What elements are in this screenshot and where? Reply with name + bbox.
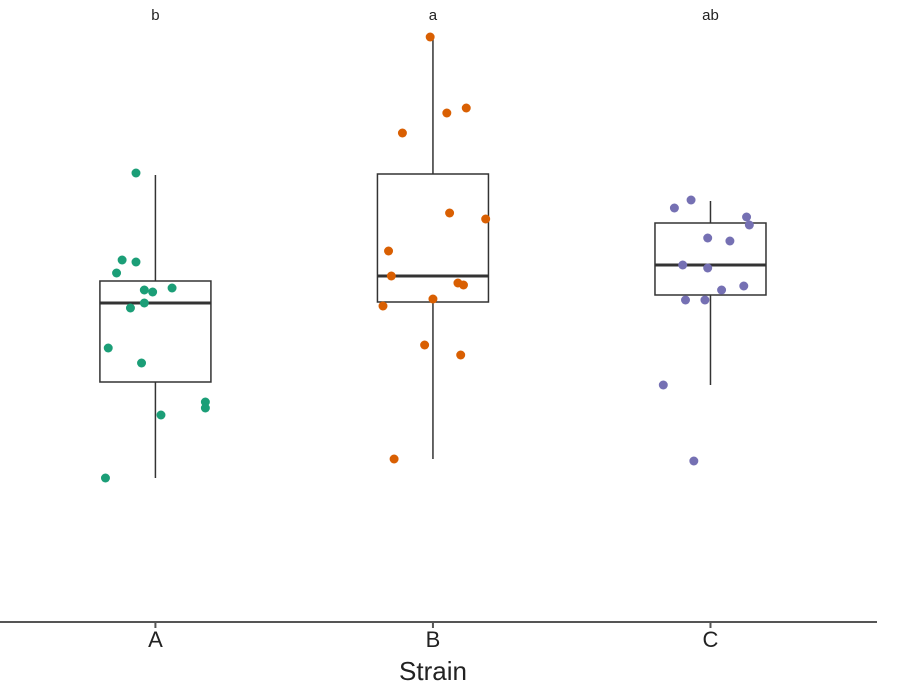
data-point — [167, 283, 177, 293]
group-letter: a — [429, 7, 438, 24]
data-point — [139, 285, 149, 295]
data-point — [703, 263, 713, 273]
data-point — [389, 454, 399, 464]
data-point — [139, 298, 149, 308]
data-point — [700, 295, 710, 305]
data-point — [428, 294, 438, 304]
data-point — [717, 285, 727, 295]
data-point — [156, 410, 166, 420]
data-point — [131, 168, 141, 178]
data-point — [742, 212, 752, 222]
x-tick-label: C — [703, 627, 719, 652]
data-point — [445, 208, 455, 218]
data-point — [378, 301, 388, 311]
box — [376, 173, 490, 303]
x-tick-label: A — [148, 627, 163, 652]
x-tick-label: B — [426, 627, 441, 652]
data-point — [678, 260, 688, 270]
data-point — [725, 236, 735, 246]
group-letter: ab — [702, 7, 719, 24]
data-point — [200, 403, 210, 413]
data-point — [739, 281, 749, 291]
data-point — [148, 287, 158, 297]
data-point — [481, 214, 491, 224]
data-point — [689, 456, 699, 466]
data-point — [125, 303, 135, 313]
data-point — [384, 246, 394, 256]
group-letter: b — [151, 7, 159, 24]
data-point — [386, 271, 396, 281]
data-point — [397, 128, 407, 138]
data-point — [117, 255, 127, 265]
data-point — [744, 220, 754, 230]
data-point — [112, 268, 122, 278]
data-point — [681, 295, 691, 305]
data-point — [420, 340, 430, 350]
data-point — [461, 103, 471, 113]
data-point — [425, 32, 435, 42]
data-point — [669, 203, 679, 213]
data-point — [131, 257, 141, 267]
data-point — [658, 380, 668, 390]
data-point — [686, 195, 696, 205]
data-point — [137, 358, 147, 368]
data-point — [100, 473, 110, 483]
data-point — [458, 280, 468, 290]
box — [99, 280, 212, 383]
box — [654, 222, 767, 296]
x-axis-label: Strain — [399, 656, 467, 686]
data-point — [456, 350, 466, 360]
data-point — [442, 108, 452, 118]
data-point — [103, 343, 113, 353]
data-point — [703, 233, 713, 243]
